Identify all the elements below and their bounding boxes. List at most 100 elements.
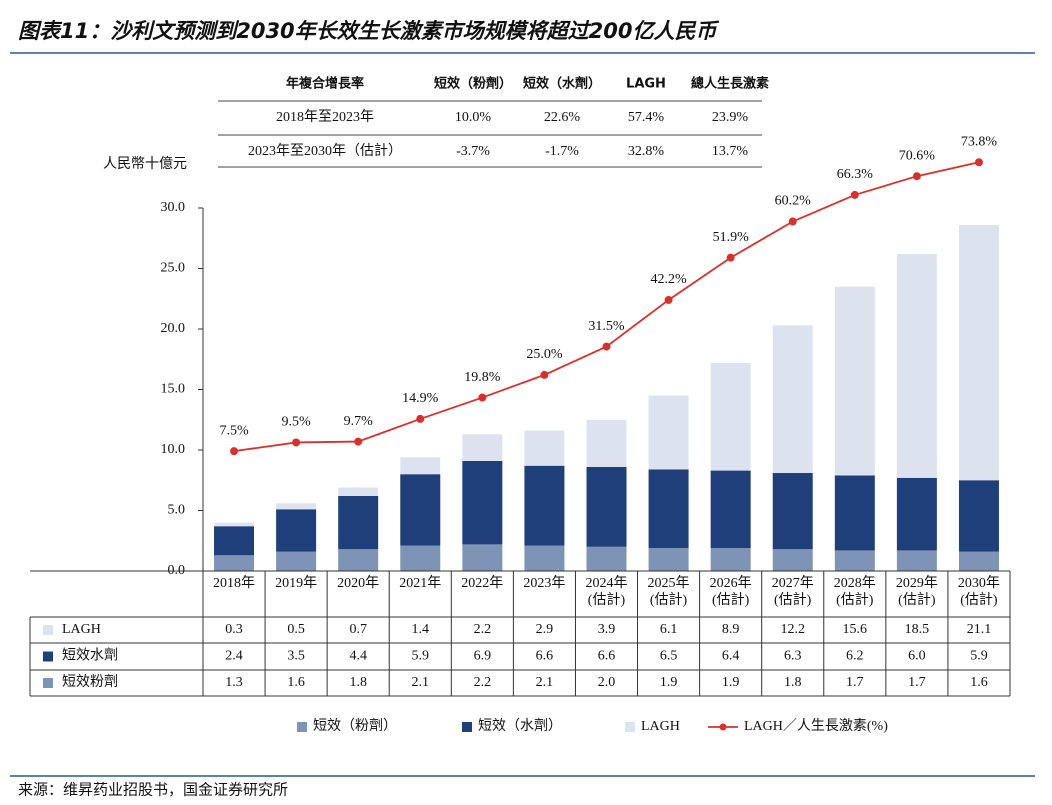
table-cell: 1.4	[412, 622, 430, 637]
table-cell: 6.4	[722, 649, 740, 664]
table-cell: 2.0	[598, 675, 616, 690]
bar	[462, 460, 503, 545]
bar	[462, 434, 503, 461]
x-tick-label: 2018年	[213, 576, 255, 591]
table-cell: 0.7	[349, 622, 367, 637]
legend-label: LAGH	[641, 719, 680, 734]
cagr-header: 總人生長激素	[691, 76, 769, 92]
table-cell: 3.5	[287, 649, 305, 664]
cagr-header: 短效（粉劑）	[434, 76, 512, 92]
y-tick-label: 10.0	[161, 442, 186, 457]
data-label: 42.2%	[650, 272, 687, 287]
bar	[648, 469, 689, 549]
table-cell: 4.4	[349, 649, 367, 664]
y-axis-label: 人民幣十億元	[103, 156, 187, 172]
point	[540, 370, 549, 379]
table-cell: 18.5	[905, 622, 930, 637]
table-cell: 15.6	[843, 622, 868, 637]
cagr-cell: 2018年至2023年	[276, 109, 374, 125]
table-cell: 2.2	[474, 675, 492, 690]
data-label: 19.8%	[464, 370, 501, 385]
data-label: 51.9%	[713, 230, 750, 245]
table-cell: 1.9	[722, 675, 740, 690]
bar	[710, 362, 751, 471]
table-cell: 5.9	[412, 649, 430, 664]
cagr-cell: -3.7%	[456, 144, 490, 159]
table-row-label: 短效粉劑	[62, 673, 118, 690]
data-label: 73.8%	[961, 134, 998, 149]
data-label: 70.6%	[899, 148, 936, 163]
cagr-header: 短效（水劑）	[523, 76, 601, 92]
bar	[772, 325, 813, 473]
data-label: 9.5%	[282, 415, 312, 430]
table-cell: 6.3	[784, 649, 802, 664]
cagr-cell: -1.7%	[545, 144, 579, 159]
cagr-cell: 10.0%	[455, 110, 492, 125]
table-cell: 2.9	[536, 622, 554, 637]
x-tick-label: 2027年 (估計)	[771, 576, 814, 608]
table-cell: 6.0	[908, 649, 926, 664]
cagr-cell: 57.4%	[628, 110, 665, 125]
bar	[834, 475, 875, 551]
cagr-cell: 23.9%	[712, 110, 749, 125]
bar	[896, 550, 937, 571]
table-row-label: 短效水劑	[62, 647, 118, 664]
x-tick-label: 2020年	[337, 576, 380, 591]
point	[788, 217, 797, 226]
data-label: 25.0%	[526, 347, 563, 362]
legend-label: LAGH／人生長激素(%)	[744, 717, 888, 734]
bar	[834, 286, 875, 476]
table-cell: 2.1	[536, 675, 554, 690]
x-tick-label: 2024年 (估計)	[585, 576, 628, 608]
bar	[338, 487, 379, 496]
table-cell: 2.4	[225, 649, 243, 664]
data-label: 7.5%	[219, 423, 249, 438]
table-cell: 0.5	[287, 622, 305, 637]
table-cell: 6.1	[660, 622, 678, 637]
bar	[958, 224, 999, 481]
bar	[772, 549, 813, 571]
table-cell: 1.8	[349, 675, 367, 690]
table-cell: 6.9	[474, 649, 492, 664]
bar	[958, 480, 999, 552]
table-cell: 3.9	[598, 622, 616, 637]
cagr-cell: 22.6%	[544, 110, 581, 125]
x-tick-label: 2022年	[461, 576, 504, 591]
table-cell: 6.6	[598, 649, 616, 664]
table-swatch	[43, 678, 53, 688]
table-cell: 6.6	[536, 649, 554, 664]
bar	[524, 465, 565, 546]
table-cell: 0.3	[225, 622, 243, 637]
table-row-label: LAGH	[62, 622, 101, 637]
bar	[958, 551, 999, 571]
bar	[400, 474, 441, 546]
bar	[338, 549, 379, 571]
bar	[276, 503, 317, 510]
point	[664, 295, 673, 304]
y-tick-label: 30.0	[161, 200, 186, 215]
table-cell: 1.3	[225, 675, 243, 690]
point	[354, 437, 363, 446]
x-tick-label: 2023年	[523, 576, 566, 591]
cagr-cell: 13.7%	[712, 144, 749, 159]
x-tick-label: 2026年 (估計)	[709, 576, 752, 608]
legend-swatch	[625, 722, 635, 732]
bar	[524, 430, 565, 466]
table-cell: 6.5	[660, 649, 678, 664]
bar	[214, 555, 255, 571]
table-cell: 1.8	[784, 675, 802, 690]
y-tick-label: 25.0	[161, 261, 186, 276]
legend-swatch	[462, 722, 472, 732]
data-label: 14.9%	[402, 391, 439, 406]
bar	[586, 419, 627, 467]
point	[726, 253, 735, 262]
x-tick-label: 2019年	[275, 576, 318, 591]
point	[478, 393, 487, 402]
x-tick-label: 2029年 (估計)	[895, 576, 938, 608]
cagr-cell: 32.8%	[628, 144, 665, 159]
bar	[214, 522, 255, 527]
point	[850, 190, 859, 199]
cagr-cell: 2023年至2030年（估計）	[248, 143, 402, 159]
data-label: 9.7%	[344, 414, 374, 429]
table-cell: 8.9	[722, 622, 740, 637]
